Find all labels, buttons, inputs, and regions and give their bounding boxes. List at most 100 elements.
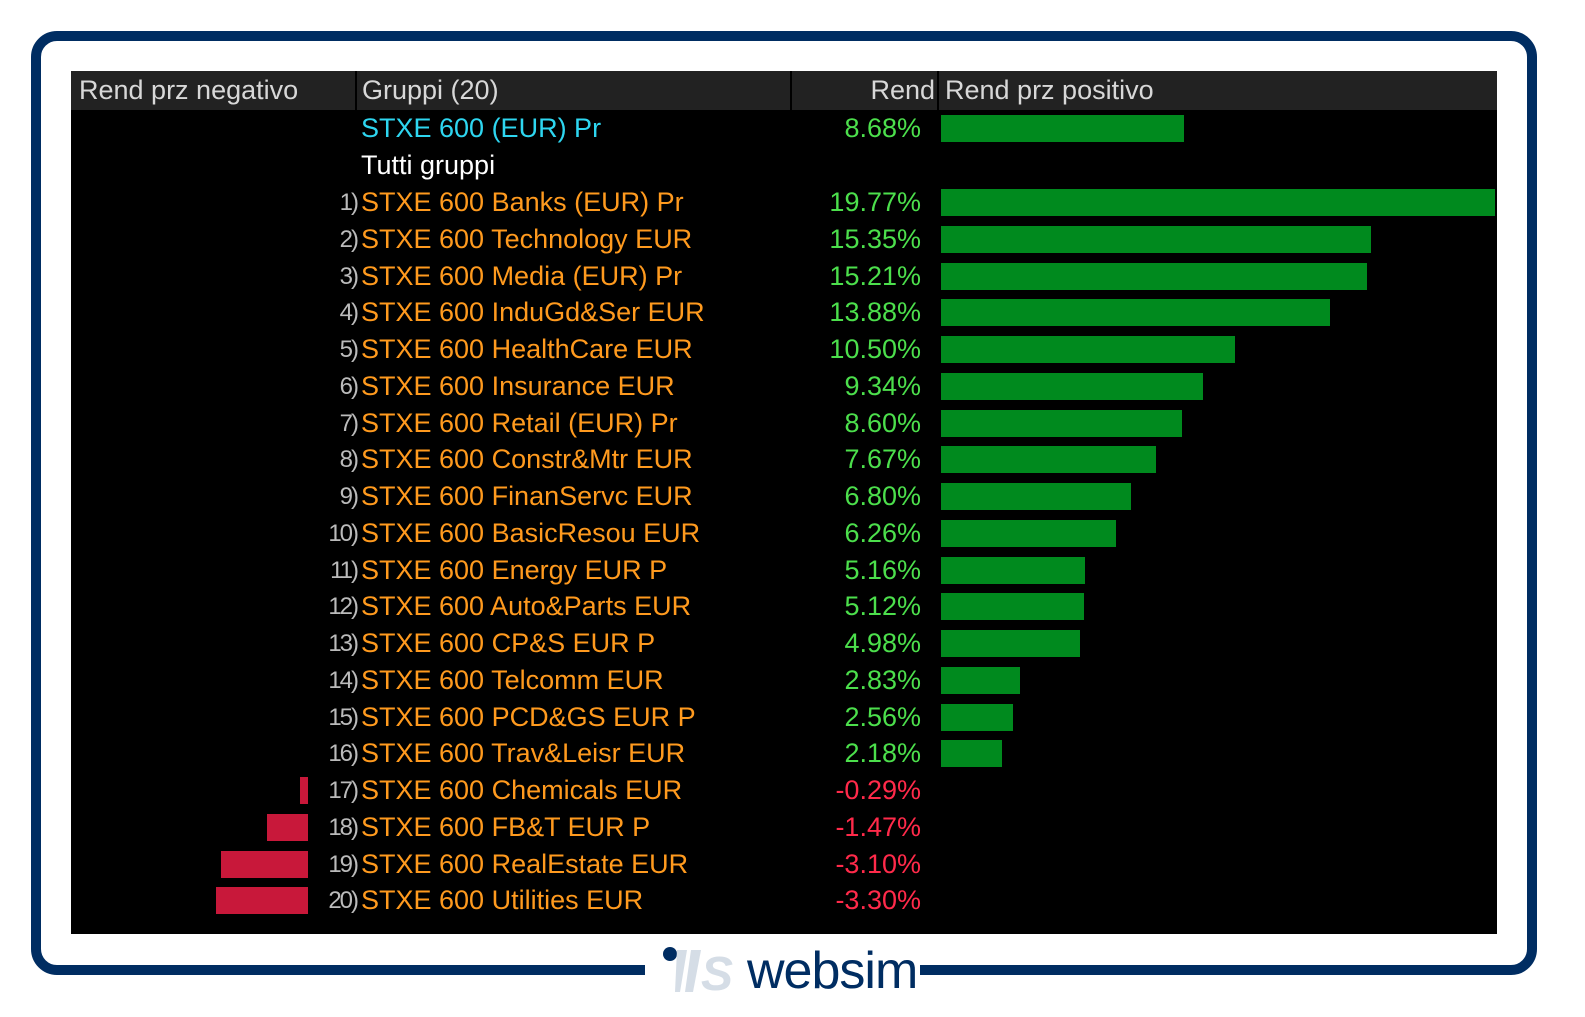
group-value: -1.47%: [835, 811, 921, 842]
positive-bar: [941, 225, 1371, 253]
row-index: 6): [339, 372, 359, 400]
row-index: 11): [330, 556, 359, 584]
table-row[interactable]: 14) STXE 600 Telcomm EUR 2.83%: [71, 662, 1497, 699]
group-name: STXE 600 Trav&Leisr EUR: [361, 738, 686, 769]
group-name: STXE 600 Utilities EUR: [361, 885, 644, 916]
group-value: 6.26%: [844, 517, 921, 548]
positive-bar: [941, 556, 1086, 584]
table-row[interactable]: 7) STXE 600 Retail (EUR) Pr 8.60%: [71, 405, 1497, 442]
group-name: STXE 600 CP&S EUR P: [361, 628, 656, 658]
row-index: 10): [328, 519, 359, 547]
divider: [790, 71, 792, 110]
benchmark-row[interactable]: STXE 600 (EUR) Pr 8.68%: [71, 110, 1497, 147]
group-value: -3.30%: [835, 885, 921, 916]
positive-bar: [941, 336, 1235, 363]
row-index: 9): [339, 483, 359, 510]
positive-bar: [941, 703, 1013, 731]
group-name: STXE 600 Technology EUR: [361, 223, 693, 254]
row-index: 5): [339, 336, 359, 363]
group-value: 8.60%: [844, 407, 921, 438]
group-name: STXE 600 Banks (EUR) Pr: [361, 187, 684, 217]
positive-bar: [941, 519, 1117, 547]
positive-bar: [941, 483, 1132, 510]
group-value: -0.29%: [835, 775, 921, 805]
row-index: 4): [339, 299, 359, 327]
all-groups-label: Tutti gruppi: [361, 150, 496, 180]
header-rend[interactable]: Rend: [870, 75, 935, 105]
table-row[interactable]: 20) STXE 600 Utilities EUR -3.30%: [71, 882, 1497, 919]
positive-bar: [941, 630, 1081, 657]
table-row[interactable]: 16) STXE 600 Trav&Leisr EUR 2.18%: [71, 735, 1497, 772]
table-row[interactable]: 15) STXE 600 PCD&GS EUR P 2.56%: [71, 699, 1497, 736]
table-row[interactable]: 1) STXE 600 Banks (EUR) Pr 19.77%: [71, 184, 1497, 221]
negative-bar: [215, 887, 308, 915]
group-value: 6.80%: [844, 481, 921, 511]
all-groups-row: Tutti gruppi: [71, 147, 1497, 184]
row-index: 2): [339, 225, 359, 253]
table-row[interactable]: 13) STXE 600 CP&S EUR P 4.98%: [71, 625, 1497, 662]
group-name: STXE 600 HealthCare EUR: [361, 334, 693, 364]
table-row[interactable]: 5) STXE 600 HealthCare EUR 10.50%: [71, 331, 1497, 368]
group-value: 5.12%: [844, 591, 921, 622]
table-row[interactable]: 19) STXE 600 RealEstate EUR -3.10%: [71, 846, 1497, 883]
positive-bar: [941, 446, 1156, 474]
group-value: 4.98%: [844, 628, 921, 658]
header-pos: Rend prz positivo: [945, 75, 1154, 105]
positive-bar: [941, 740, 1003, 768]
table-row[interactable]: 11) STXE 600 Energy EUR P 5.16%: [71, 552, 1497, 589]
group-name: STXE 600 Constr&Mtr EUR: [361, 444, 693, 475]
group-name: STXE 600 Retail (EUR) Pr: [361, 407, 678, 438]
group-name: STXE 600 Insurance EUR: [361, 370, 675, 401]
row-index: 7): [339, 409, 359, 437]
group-value: 2.83%: [844, 664, 921, 695]
logo-text: websim: [747, 942, 918, 1000]
header-neg: Rend prz negativo: [79, 75, 299, 105]
negative-bar: [299, 777, 308, 804]
table-row[interactable]: 6) STXE 600 Insurance EUR 9.34%: [71, 368, 1497, 405]
table-row[interactable]: 12) STXE 600 Auto&Parts EUR 5.12%: [71, 588, 1497, 625]
divider: [937, 71, 939, 110]
row-index: 14): [328, 666, 359, 694]
row-index: 15): [328, 703, 359, 731]
group-value: 15.35%: [829, 223, 921, 254]
svg-text:S: S: [701, 948, 733, 1000]
group-value: 19.77%: [829, 187, 921, 217]
benchmark-name: STXE 600 (EUR) Pr: [361, 113, 602, 143]
group-name: STXE 600 Chemicals EUR: [361, 775, 683, 805]
row-index: 3): [339, 262, 359, 290]
row-index: 17): [328, 777, 359, 804]
table-row[interactable]: 10) STXE 600 BasicResou EUR 6.26%: [71, 515, 1497, 552]
table-row[interactable]: 9) STXE 600 FinanServc EUR 6.80%: [71, 478, 1497, 515]
benchmark-bar: [941, 115, 1185, 142]
websim-logo: S websim: [645, 940, 920, 1001]
table-row[interactable]: 3) STXE 600 Media (EUR) Pr 15.21%: [71, 258, 1497, 295]
header-groups[interactable]: Gruppi (20): [362, 75, 499, 105]
group-value: -3.10%: [835, 848, 921, 879]
group-name: STXE 600 BasicResou EUR: [361, 517, 701, 548]
table-row[interactable]: 18) STXE 600 FB&T EUR P -1.47%: [71, 809, 1497, 846]
positive-bar: [941, 409, 1182, 437]
group-name: STXE 600 Telcomm EUR: [361, 664, 664, 695]
group-value: 15.21%: [829, 260, 921, 291]
group-value: 10.50%: [829, 334, 921, 364]
websim-mark-icon: S: [663, 947, 733, 1001]
group-name: STXE 600 FinanServc EUR: [361, 481, 693, 511]
row-index: 8): [339, 446, 359, 474]
benchmark-value: 8.68%: [844, 113, 921, 143]
header-row: Rend prz negativo Gruppi (20) Rend Rend …: [71, 71, 1497, 110]
table-row[interactable]: 8) STXE 600 Constr&Mtr EUR 7.67%: [71, 441, 1497, 478]
group-value: 2.56%: [844, 701, 921, 732]
table-row[interactable]: 2) STXE 600 Technology EUR 15.35%: [71, 221, 1497, 258]
row-index: 12): [328, 593, 359, 621]
positive-bar: [941, 299, 1330, 327]
group-name: STXE 600 Media (EUR) Pr: [361, 260, 683, 291]
positive-bar: [941, 372, 1203, 400]
table-row[interactable]: 4) STXE 600 InduGd&Ser EUR 13.88%: [71, 294, 1497, 331]
group-name: STXE 600 InduGd&Ser EUR: [361, 297, 705, 328]
row-index: 1): [339, 189, 359, 216]
table-row[interactable]: 17) STXE 600 Chemicals EUR -0.29%: [71, 772, 1497, 809]
group-value: 9.34%: [844, 370, 921, 401]
group-value: 2.18%: [844, 738, 921, 769]
group-name: STXE 600 FB&T EUR P: [361, 811, 651, 842]
row-index: 18): [328, 813, 359, 841]
